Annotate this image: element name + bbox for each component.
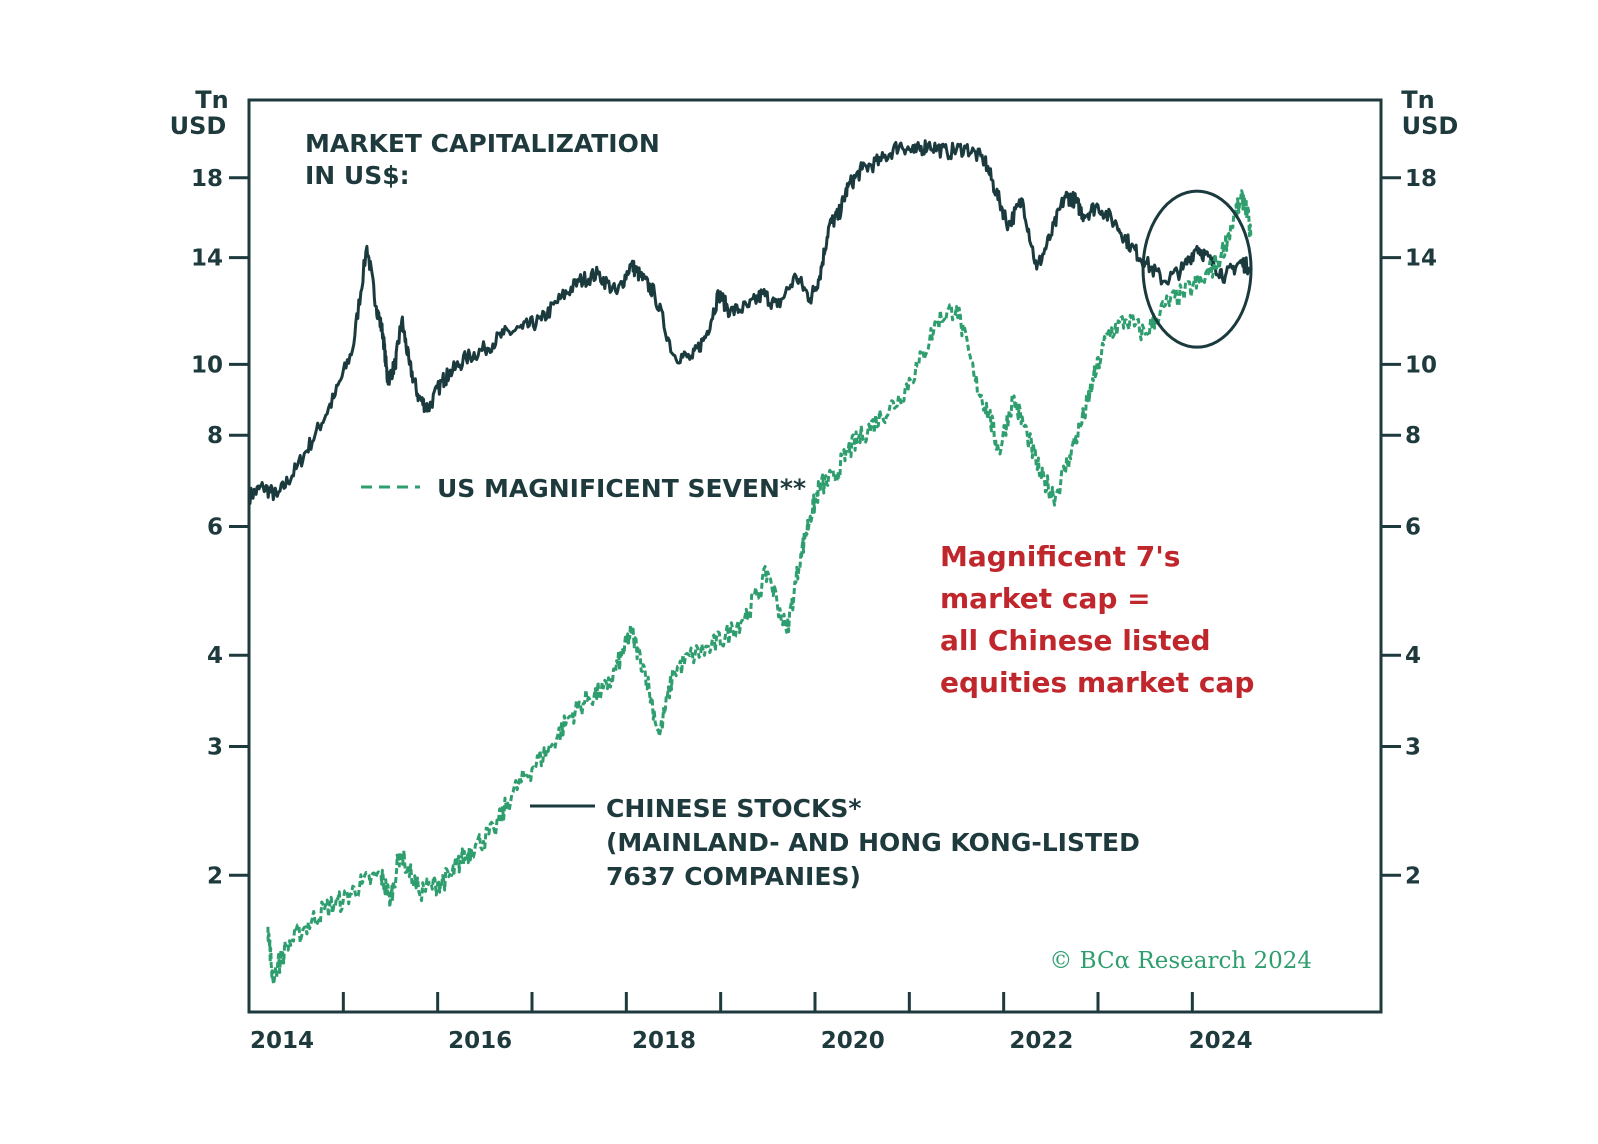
chart-title-line2: IN US$: [305,161,410,190]
x-tick-label: 2024 [1189,1028,1253,1054]
annotation-line1: Magnificent 7's [940,540,1180,573]
y-axis-right-unit-line1: Tn [1401,86,1434,114]
y-right-tick-label: 2 [1405,863,1421,889]
series-chinese-stocks-line [247,139,1251,505]
legend-chinese-label-line3: 7637 COMPANIES) [606,862,861,891]
y-right-tick-label: 18 [1405,166,1437,192]
y-axis-right-unit: Tn USD [1401,86,1458,140]
y-axis-right-unit-line2: USD [1402,112,1459,140]
x-tick-label: 2018 [632,1028,696,1054]
y-left-tick-label: 2 [207,863,223,889]
y-right-tick-label: 6 [1405,515,1421,541]
y-left-tick-label: 10 [191,352,223,378]
y-axis-left-unit-line1: Tn [195,86,228,114]
y-left-tick-label: 4 [207,643,223,669]
credit: © BCα Research 2024 [1049,948,1312,974]
y-axis-left-unit: Tn USD [170,86,229,140]
x-tick-label: 2020 [821,1028,885,1054]
annotation-line2: market cap = [940,582,1151,615]
legend-chinese-label-line1: CHINESE STOCKS* [606,794,861,823]
y-right-tick-label: 3 [1405,735,1421,761]
legend-chinese-label-line2: (MAINLAND- AND HONG KONG-LISTED [606,828,1140,857]
x-tick-label: 2016 [448,1028,512,1054]
y-left-tick-label: 8 [207,423,223,449]
y-right-tick-label: 8 [1405,423,1421,449]
highlight-circle [1141,189,1253,349]
y-axis-right: 2 3 4 6 8 10 14 18 [1381,166,1437,889]
y-left-tick-label: 6 [207,515,223,541]
y-right-tick-label: 4 [1405,643,1421,669]
series-layer [247,139,1253,986]
y-right-tick-label: 14 [1405,246,1437,272]
annotation-text: Magnificent 7's market cap = all Chinese… [940,540,1254,699]
chart-title-line1: MARKET CAPITALIZATION [305,129,660,158]
y-right-tick-label: 10 [1405,352,1437,378]
y-axis-left: 2 3 4 6 8 10 14 18 [191,166,249,889]
chart-title: MARKET CAPITALIZATION IN US$: [305,129,660,190]
legend-mag7: US MAGNIFICENT SEVEN** [361,474,806,503]
y-left-tick-label: 18 [191,166,223,192]
x-tick-label: 2014 [250,1028,314,1054]
annotation-line3: all Chinese listed [940,624,1211,657]
annotation-line4: equities market cap [940,666,1254,699]
x-tick-label: 2022 [1009,1028,1073,1054]
y-left-tick-label: 3 [207,735,223,761]
y-left-tick-label: 14 [191,246,223,272]
series-mag7-line [266,189,1253,986]
legend-mag7-label: US MAGNIFICENT SEVEN** [437,474,806,503]
x-axis: 2014 2016 2018 2020 2022 2024 [247,992,1253,1054]
y-axis-left-unit-line2: USD [170,112,227,140]
legend-chinese: CHINESE STOCKS* (MAINLAND- AND HONG KONG… [530,794,1140,891]
